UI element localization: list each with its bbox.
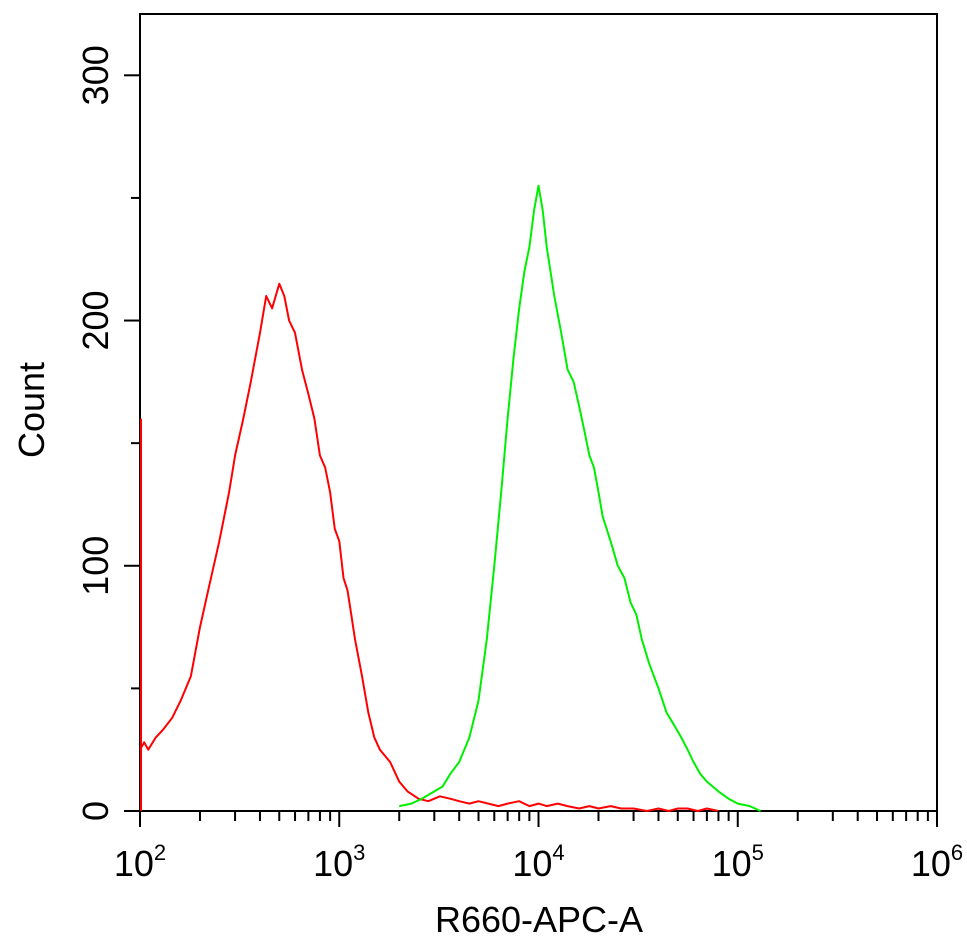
series-line-1 — [139, 282, 719, 812]
y-axis-label: Count — [11, 362, 52, 458]
x-tick-label: 102 — [114, 840, 166, 884]
x-tick-label: 106 — [911, 840, 963, 884]
y-tick-label: 0 — [75, 801, 116, 821]
plot-area — [139, 13, 938, 812]
y-tick-label: 300 — [75, 45, 116, 105]
x-axis: 102 103 104 105 106 — [114, 811, 963, 884]
y-tick-label: 100 — [75, 536, 116, 596]
series-layer — [139, 184, 761, 812]
x-tick-label: 104 — [512, 840, 564, 884]
x-axis-label: R660-APC-A — [435, 899, 643, 940]
x-tick-label: 103 — [313, 840, 365, 884]
x-tick-label: 105 — [712, 840, 764, 884]
series-line-2 — [398, 184, 761, 812]
y-tick-label: 200 — [75, 290, 116, 350]
y-axis: 0 100 200 300 — [75, 45, 140, 821]
plot-frame — [139, 13, 938, 812]
